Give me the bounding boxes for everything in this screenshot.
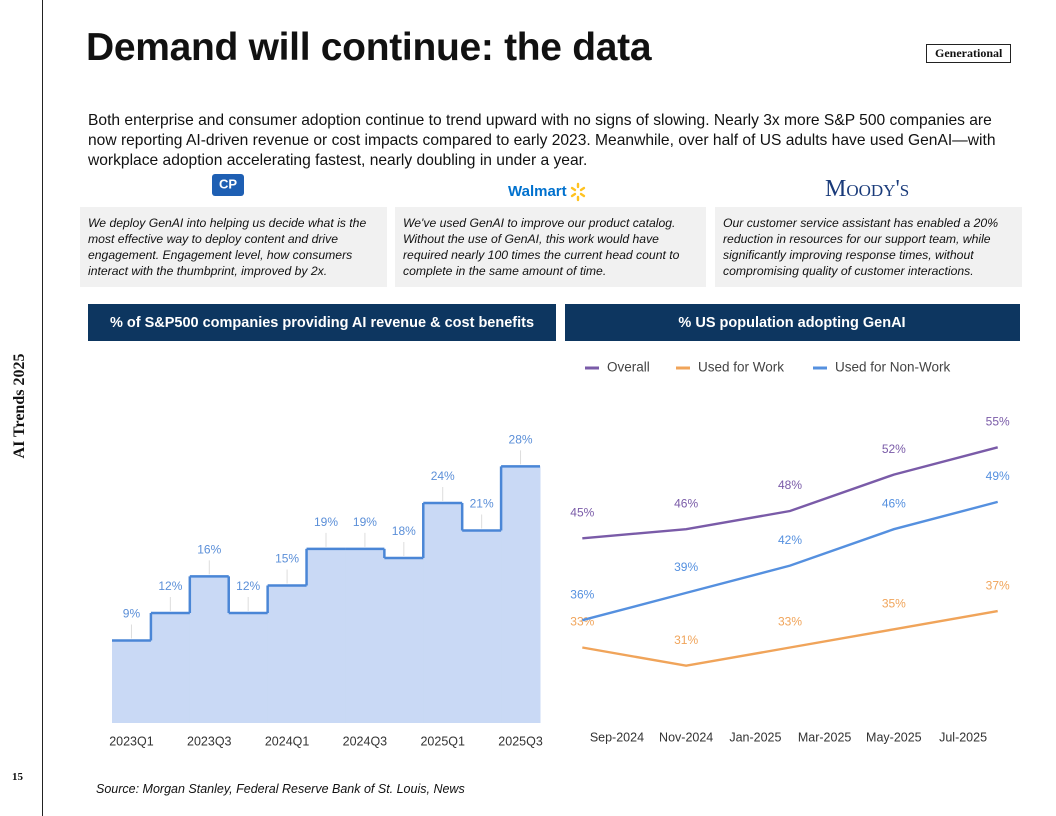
value-label: 46%	[674, 496, 698, 510]
step-area	[423, 503, 463, 723]
value-label: 49%	[986, 469, 1010, 483]
value-label: 18%	[392, 524, 416, 538]
value-label: 45%	[570, 505, 594, 519]
step-area	[384, 558, 424, 723]
value-label: 19%	[314, 515, 338, 529]
value-label: 36%	[570, 587, 594, 601]
logo: Moody's	[825, 176, 910, 202]
quote: Our customer service assistant has enabl…	[715, 207, 1022, 287]
series-line	[582, 500, 998, 622]
value-label: 37%	[986, 578, 1010, 592]
step-area	[189, 576, 230, 723]
quote: We deploy GenAI into helping us decide w…	[80, 207, 387, 287]
x-tick-label: 2024Q1	[265, 734, 310, 748]
x-tick-label: May-2025	[866, 730, 922, 744]
value-label: 48%	[778, 478, 802, 492]
value-label: 9%	[123, 607, 141, 621]
step-area	[112, 640, 152, 723]
step-area	[228, 613, 269, 723]
value-label: 16%	[197, 543, 221, 557]
x-tick-label: Jul-2025	[939, 730, 987, 744]
series-line	[582, 446, 998, 540]
x-tick-label: Nov-2024	[659, 730, 713, 744]
value-label: 35%	[882, 596, 906, 610]
legend-label: Used for Work	[698, 360, 784, 375]
x-tick-label: 2023Q1	[109, 734, 154, 748]
tag: Generational	[926, 44, 1012, 63]
walmart-spark	[570, 182, 586, 202]
value-label: 55%	[986, 414, 1010, 428]
value-label: 31%	[674, 633, 698, 647]
value-label: 33%	[778, 615, 802, 629]
value-label: 12%	[236, 579, 260, 593]
step-area	[462, 530, 502, 723]
value-label: 28%	[509, 433, 533, 447]
chart-banner	[565, 304, 1020, 341]
intro-text: Both enterprise and consumer adoption co…	[88, 112, 996, 169]
svg-text:CP: CP	[219, 176, 237, 191]
step-area	[267, 585, 308, 723]
x-tick-label: Sep-2024	[590, 730, 644, 744]
value-label: 12%	[158, 579, 182, 593]
chart-banner	[88, 304, 556, 341]
x-tick-label: 2024Q3	[343, 734, 388, 748]
sidebar-label: AI Trends 2025	[11, 353, 28, 459]
value-label: 19%	[353, 515, 377, 529]
value-label: 24%	[431, 469, 455, 483]
series-line	[582, 609, 998, 667]
step-area	[150, 613, 191, 723]
legend-label: Overall	[607, 360, 650, 375]
step-area	[345, 548, 385, 723]
source: Source: Morgan Stanley, Federal Reserve …	[96, 782, 465, 796]
x-tick-label: 2023Q3	[187, 734, 232, 748]
title: Demand will continue: the data	[86, 26, 652, 69]
page-number: 15	[12, 771, 23, 783]
value-label: 15%	[275, 552, 299, 566]
x-tick-label: 2025Q3	[498, 734, 543, 748]
chart-title: % US population adopting GenAI	[678, 315, 905, 331]
quote: We've used GenAI to improve our product …	[395, 207, 706, 287]
legend-label: Used for Non-Work	[835, 360, 951, 375]
logo: Walmart	[508, 183, 567, 200]
value-label: 42%	[778, 533, 802, 547]
x-tick-label: Mar-2025	[798, 730, 852, 744]
x-tick-label: 2025Q1	[420, 734, 465, 748]
step-area	[501, 466, 541, 723]
value-label: 52%	[882, 442, 906, 456]
x-tick-label: Jan-2025	[729, 730, 781, 744]
step-area	[306, 548, 346, 723]
value-label: 21%	[470, 497, 494, 511]
value-label: 46%	[882, 496, 906, 510]
cp-logo: CP	[212, 174, 244, 196]
chart-title: % of S&P500 companies providing AI reven…	[110, 315, 534, 331]
sidebar-rule	[42, 0, 43, 816]
value-label: 39%	[674, 560, 698, 574]
